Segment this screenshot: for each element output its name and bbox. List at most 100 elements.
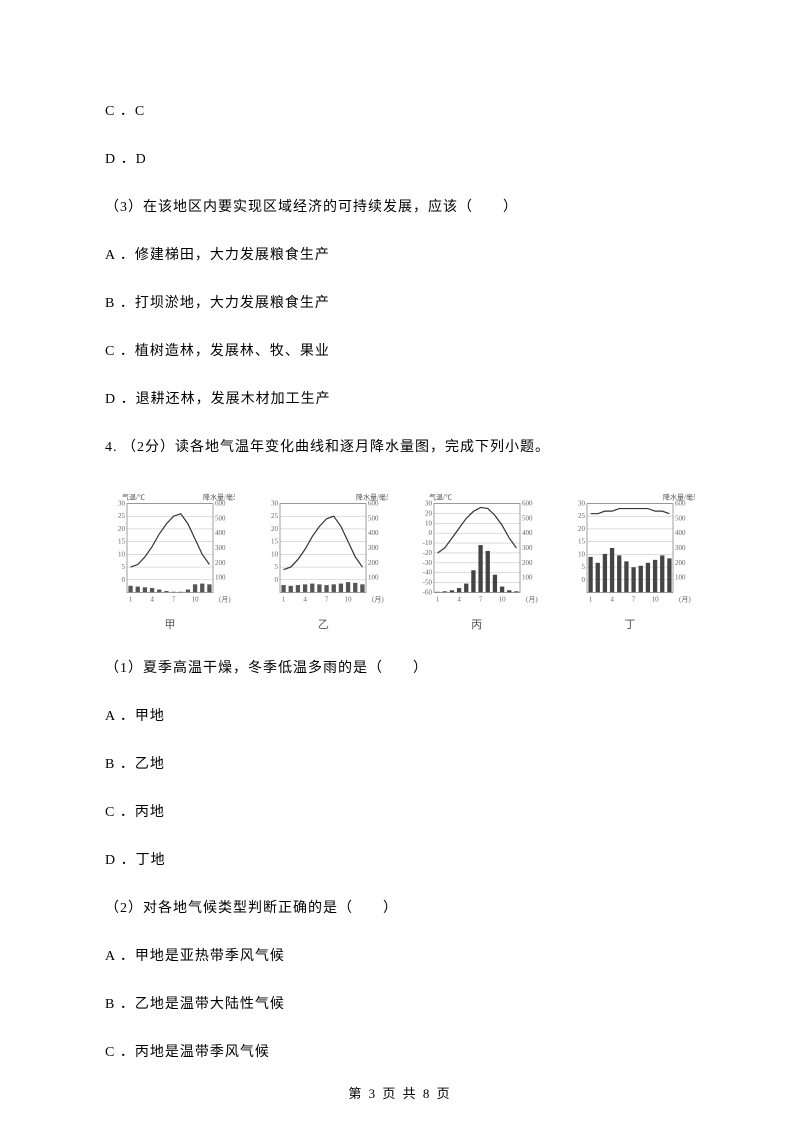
svg-text:5: 5 [275,563,279,571]
svg-text:7: 7 [325,596,329,604]
q4-sub2-stem: （2）对各地气候类型判断正确的是（ ） [105,897,695,917]
svg-text:100: 100 [368,574,379,582]
svg-text:20: 20 [271,525,279,533]
q4-sub2-c: C ．丙地是温带季风气候 [105,1041,695,1061]
q3-opt-b: B ．打坝淤地，大力发展粮食生产 [105,292,695,312]
svg-text:10: 10 [652,596,660,604]
svg-text:500: 500 [675,514,686,522]
svg-text:300: 300 [675,544,686,552]
svg-text:(月): (月) [372,596,384,604]
svg-text:15: 15 [118,538,126,546]
svg-text:4: 4 [304,596,308,604]
svg-text:25: 25 [118,512,126,520]
svg-text:25: 25 [271,512,279,520]
svg-text:4: 4 [150,596,154,604]
svg-text:20: 20 [578,525,586,533]
q4-sub2-b: B ．乙地是温带大陆性气候 [105,993,695,1013]
svg-text:100: 100 [522,574,533,582]
q4-sub1-a: A ．甲地 [105,705,695,725]
q4-sub2-a: A ．甲地是亚热带季风气候 [105,945,695,965]
svg-text:(月): (月) [679,596,691,604]
svg-text:500: 500 [522,514,533,522]
svg-text:200: 200 [368,559,379,567]
chart-label-ding: 丁 [565,616,695,632]
q4-sub1-d: D ．丁地 [105,849,695,869]
chart-label-jia: 甲 [105,616,235,632]
q3-opt-d: D ．退耕还林，发展木材加工生产 [105,388,695,408]
svg-text:降水量/毫米: 降水量/毫米 [356,493,388,502]
svg-text:200: 200 [675,559,686,567]
svg-text:30: 30 [271,500,279,508]
svg-text:500: 500 [368,514,379,522]
svg-text:-60: -60 [422,589,432,597]
svg-text:400: 400 [522,529,533,537]
svg-text:(月): (月) [526,596,538,604]
svg-text:1: 1 [435,596,439,604]
svg-text:4: 4 [457,596,461,604]
svg-text:10: 10 [578,550,586,558]
svg-text:-10: -10 [422,539,432,547]
svg-text:15: 15 [578,538,586,546]
chart-ding: 051015202530100200300400500600降水量/毫米1471… [565,484,695,632]
svg-text:1: 1 [282,596,286,604]
q4-sub1-b: B ．乙地 [105,753,695,773]
svg-text:-20: -20 [422,549,432,557]
svg-text:7: 7 [632,596,636,604]
svg-text:-30: -30 [422,559,432,567]
svg-text:400: 400 [675,529,686,537]
q4-stem: 4. （2分）读各地气温年变化曲线和逐月降水量图，完成下列小题。 [105,436,695,456]
svg-text:100: 100 [215,574,226,582]
svg-text:400: 400 [368,529,379,537]
svg-text:4: 4 [610,596,614,604]
svg-text:1: 1 [589,596,593,604]
svg-text:降水量/毫米: 降水量/毫米 [203,493,235,502]
svg-text:15: 15 [271,538,279,546]
svg-text:气温/℃: 气温/℃ [429,493,452,502]
svg-text:300: 300 [368,544,379,552]
svg-text:400: 400 [215,529,226,537]
svg-text:20: 20 [118,525,126,533]
svg-text:0: 0 [428,529,432,537]
chart-yi: 051015202530100200300400500600降水量/毫米1471… [258,484,388,632]
svg-text:10: 10 [425,519,433,527]
q3-opt-a: A ．修建梯田，大力发展粮食生产 [105,244,695,264]
chart-bing: -60-50-40-30-20-100102030100200300400500… [412,484,542,632]
svg-text:600: 600 [522,500,533,508]
chart-label-yi: 乙 [258,616,388,632]
svg-text:0: 0 [122,576,126,584]
svg-text:200: 200 [522,559,533,567]
q4-sub1-stem: （1）夏季高温干燥，冬季低温多雨的是（ ） [105,657,695,677]
svg-text:20: 20 [425,509,433,517]
svg-text:0: 0 [581,576,585,584]
option-c: C ．C [105,100,695,120]
svg-text:10: 10 [271,550,279,558]
svg-text:5: 5 [581,563,585,571]
q3-stem: （3）在该地区内要实现区域经济的可持续发展，应该（ ） [105,196,695,216]
svg-text:10: 10 [118,550,126,558]
svg-text:(月): (月) [219,596,231,604]
svg-text:10: 10 [192,596,200,604]
svg-text:300: 300 [522,544,533,552]
svg-text:5: 5 [122,563,126,571]
svg-text:1: 1 [129,596,133,604]
svg-text:25: 25 [578,512,586,520]
q4-sub1-c: C ．丙地 [105,801,695,821]
option-d: D ．D [105,148,695,168]
page-footer: 第 3 页 共 8 页 [0,1083,800,1102]
svg-text:-50: -50 [422,579,432,587]
svg-text:降水量/毫米: 降水量/毫米 [663,493,695,502]
q3-opt-c: C ．植树造林，发展林、牧、果业 [105,340,695,360]
climate-charts-row: 051015202530100200300400500600气温/℃降水量/毫米… [105,484,695,632]
chart-label-bing: 丙 [412,616,542,632]
svg-text:10: 10 [498,596,506,604]
svg-text:7: 7 [478,596,482,604]
svg-text:7: 7 [172,596,176,604]
svg-text:100: 100 [675,574,686,582]
svg-text:300: 300 [215,544,226,552]
svg-text:30: 30 [578,500,586,508]
svg-text:气温/℃: 气温/℃ [122,493,145,502]
chart-jia: 051015202530100200300400500600气温/℃降水量/毫米… [105,484,235,632]
svg-text:10: 10 [345,596,353,604]
svg-text:0: 0 [275,576,279,584]
svg-text:200: 200 [215,559,226,567]
